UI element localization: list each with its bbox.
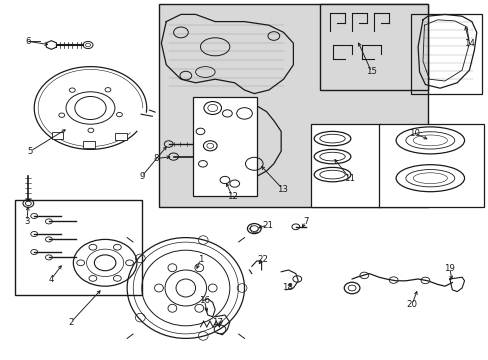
Circle shape xyxy=(89,244,97,250)
Text: 19: 19 xyxy=(444,264,454,273)
Text: 9: 9 xyxy=(139,172,144,181)
Text: 2: 2 xyxy=(68,318,74,327)
Text: 6: 6 xyxy=(25,37,31,46)
Bar xyxy=(15,200,142,295)
Text: 7: 7 xyxy=(302,217,308,226)
Circle shape xyxy=(77,260,84,266)
Text: 5: 5 xyxy=(27,147,33,156)
Text: 12: 12 xyxy=(226,192,237,201)
Circle shape xyxy=(113,275,121,281)
Text: 4: 4 xyxy=(48,274,54,284)
Bar xyxy=(310,124,381,207)
Text: 3: 3 xyxy=(24,217,30,226)
Text: 8: 8 xyxy=(153,154,159,163)
Bar xyxy=(83,141,95,148)
Bar xyxy=(115,133,127,140)
Text: 10: 10 xyxy=(408,129,419,138)
Text: 22: 22 xyxy=(257,255,268,264)
Bar xyxy=(320,4,427,90)
Circle shape xyxy=(113,244,121,250)
Text: 11: 11 xyxy=(344,174,354,183)
Bar xyxy=(159,4,427,207)
Text: 15: 15 xyxy=(366,68,376,77)
Bar xyxy=(52,131,63,139)
Text: 17: 17 xyxy=(212,318,223,327)
Text: 13: 13 xyxy=(277,184,287,194)
Bar xyxy=(378,124,483,207)
Text: 16: 16 xyxy=(199,296,209,305)
Text: 21: 21 xyxy=(262,220,273,230)
Bar xyxy=(410,14,481,94)
Text: 14: 14 xyxy=(463,39,474,48)
Text: 18: 18 xyxy=(282,284,292,292)
Text: 20: 20 xyxy=(406,300,417,309)
Bar xyxy=(193,97,256,196)
Text: 1: 1 xyxy=(197,255,203,264)
Circle shape xyxy=(89,275,97,281)
Circle shape xyxy=(125,260,133,266)
